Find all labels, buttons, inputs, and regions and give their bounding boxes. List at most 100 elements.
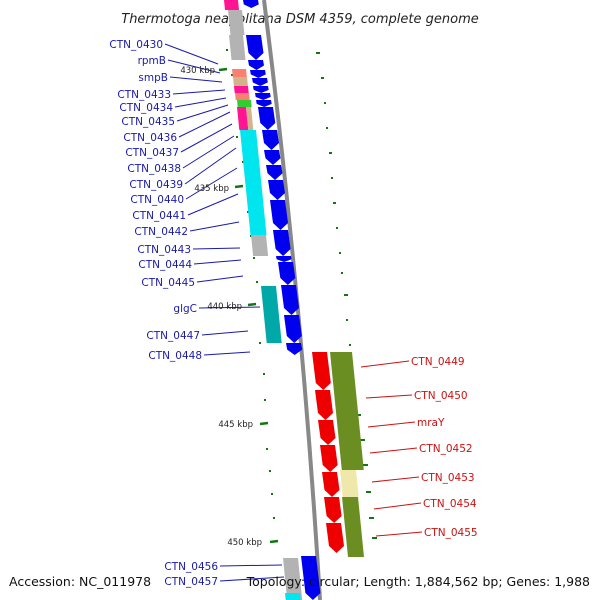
gene-label[interactable]: CTN_0442 — [134, 226, 188, 238]
kbp-tick — [247, 302, 257, 307]
left-gene-labels: CTN_0430 rpmB smpB CTN_0433 CTN_0434 CTN… — [109, 39, 202, 362]
map-title: Thermotoga neapolitana DSM 4359, complet… — [121, 12, 479, 27]
leader-line — [176, 104, 229, 122]
gene-label[interactable]: CTN_0439 — [129, 179, 183, 191]
kbp-tick — [269, 539, 279, 544]
leader-line — [203, 351, 251, 356]
forward-cds-arrow — [243, 0, 259, 8]
gene-label[interactable]: CTN_0437 — [125, 147, 179, 159]
bottom-gene-labels: CTN_0456 CTN_0457 — [164, 561, 218, 588]
kbp-label: 445 kbp — [218, 420, 253, 430]
forward-cds-arrow — [284, 315, 302, 343]
gene-label[interactable]: CTN_0436 — [123, 132, 177, 144]
cog-strip — [233, 77, 248, 86]
forward-cds-arrow — [246, 35, 264, 60]
forward-cds-arrow — [286, 343, 303, 355]
forward-cds-arrow — [276, 256, 292, 262]
gene-label[interactable]: CTN_0457 — [164, 576, 218, 588]
gene-label[interactable]: CTN_0445 — [141, 277, 195, 289]
cog-strip — [237, 107, 249, 130]
leader-line — [169, 76, 223, 83]
gene-label[interactable]: mraY — [417, 417, 445, 429]
cog-strip — [229, 35, 246, 60]
gene-label[interactable]: CTN_0456 — [164, 561, 218, 573]
reverse-cds-track — [312, 352, 344, 553]
cog-strip — [234, 86, 249, 93]
leader-line — [196, 275, 244, 283]
forward-cds-arrow — [278, 262, 296, 285]
leader-line — [369, 447, 418, 454]
leader-line — [367, 421, 416, 428]
minor-ticks — [226, 49, 377, 539]
leader-line — [167, 59, 221, 74]
forward-cds-arrow — [268, 180, 285, 200]
leader-line — [198, 306, 261, 309]
kbp-ticks — [218, 67, 279, 544]
kbp-label: 440 kbp — [207, 302, 242, 312]
gene-label[interactable]: CTN_0450 — [414, 390, 468, 402]
cog-strip — [246, 107, 254, 130]
kbp-tick — [259, 421, 269, 426]
gene-label[interactable]: CTN_0452 — [419, 443, 473, 455]
forward-cds-arrow — [301, 556, 321, 600]
gene-label[interactable]: CTN_0433 — [117, 89, 171, 101]
gene-label[interactable]: CTN_0441 — [132, 210, 186, 222]
leader-line — [185, 167, 238, 200]
forward-cds-arrow — [264, 150, 281, 165]
leader-line — [189, 221, 240, 232]
leader-line — [201, 330, 249, 336]
forward-cds-arrow — [262, 130, 279, 150]
forward-cds-arrow — [253, 86, 269, 93]
gene-label[interactable]: CTN_0440 — [130, 194, 184, 206]
cog-strip — [283, 558, 303, 600]
cog-strip — [285, 593, 301, 600]
leader-line — [180, 123, 233, 153]
leader-line — [360, 360, 410, 368]
forward-cds-arrow — [258, 107, 276, 130]
gene-label[interactable]: CTN_0435 — [121, 116, 175, 128]
leader-line — [174, 97, 227, 108]
leader-line — [184, 147, 237, 185]
kbp-label: 435 kbp — [194, 184, 229, 194]
kbp-label: 450 kbp — [227, 538, 262, 548]
gene-label[interactable]: CTN_0455 — [424, 527, 478, 539]
forward-cds-arrow — [281, 285, 299, 315]
forward-cds-arrow — [255, 93, 271, 100]
forward-cds-arrow — [252, 78, 268, 86]
gene-label[interactable]: rpmB — [138, 55, 166, 67]
cog-strip — [228, 10, 245, 35]
forward-cds-arrow — [273, 230, 291, 256]
genome-summary-text: Topology: circular; Length: 1,884,562 bp… — [246, 574, 590, 589]
gene-label[interactable]: CTN_0444 — [138, 259, 192, 271]
forward-cds-arrow — [256, 100, 272, 107]
leader-line — [178, 111, 231, 138]
leader-line — [193, 259, 242, 265]
gene-label[interactable]: CTN_0438 — [127, 163, 181, 175]
cog-strip — [340, 470, 359, 497]
gene-label[interactable]: CTN_0449 — [411, 356, 465, 368]
cog-strip — [232, 69, 247, 77]
reverse-cds-arrow — [326, 523, 344, 553]
gene-label[interactable]: smpB — [138, 72, 168, 84]
leader-line — [219, 576, 285, 582]
kbp-label: 430 kbp — [180, 66, 215, 76]
gene-label[interactable]: CTN_0430 — [109, 39, 163, 51]
gene-label[interactable]: CTN_0453 — [421, 472, 475, 484]
reverse-cds-arrow — [320, 445, 338, 472]
forward-cds-arrow — [266, 165, 283, 180]
kbp-tick — [218, 67, 228, 72]
gene-label[interactable]: CTN_0443 — [137, 244, 191, 256]
gene-label[interactable]: glgC — [173, 303, 197, 315]
leader-line — [187, 193, 239, 216]
leader-line — [365, 394, 413, 399]
reverse-cds-arrow — [312, 352, 331, 390]
cog-strip — [261, 286, 282, 343]
gene-label[interactable]: CTN_0447 — [146, 330, 200, 342]
gene-label[interactable]: CTN_0434 — [119, 102, 173, 114]
cog-strip — [224, 0, 239, 10]
cog-strip — [235, 93, 250, 100]
gene-label[interactable]: CTN_0448 — [148, 350, 202, 362]
gene-label[interactable]: CTN_0454 — [423, 498, 477, 510]
reverse-cds-arrow — [322, 472, 340, 497]
